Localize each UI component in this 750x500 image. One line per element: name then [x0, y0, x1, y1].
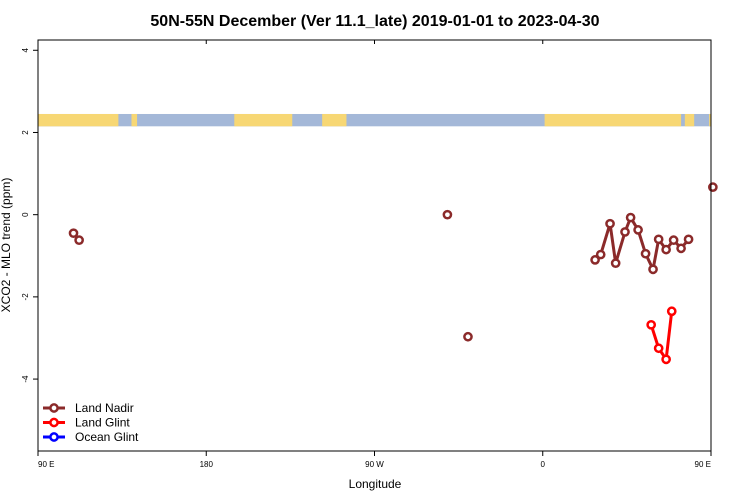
plot-frame [37, 39, 712, 452]
data-point [708, 182, 718, 192]
data-point [610, 258, 621, 269]
data-point [683, 234, 694, 245]
x-tick-label: 0 [541, 460, 546, 469]
map-strip [38, 113, 711, 127]
legend-label: Land Glint [75, 416, 130, 430]
series-line [649, 311, 674, 361]
y-axis: -4 -2 0 2 4 [21, 48, 38, 383]
data-point [463, 331, 473, 342]
data-point [666, 306, 677, 317]
x-tick-label: 90 E [695, 460, 711, 469]
x-axis-label: Longitude [349, 477, 402, 491]
legend-label: Ocean Glint [75, 430, 139, 444]
data-point [595, 249, 606, 260]
data-point [648, 264, 658, 275]
land-band [38, 113, 119, 127]
data-point [68, 228, 79, 239]
data-point [640, 248, 651, 259]
x-axis: 90 E 180 90 W 0 90 E [37, 40, 712, 469]
land-band [684, 113, 695, 127]
land-band [234, 113, 293, 127]
land-band [544, 113, 682, 127]
y-tick-label: -4 [21, 375, 30, 383]
legend-swatch-marker [49, 403, 59, 413]
data-point [646, 319, 657, 330]
series-layer [68, 182, 718, 365]
data-point [620, 227, 630, 237]
data-point [74, 235, 84, 246]
chart-title: 50N-55N December (Ver 11.1_late) 2019-01… [150, 13, 599, 30]
legend-swatch-marker [49, 417, 59, 428]
legend-swatch-marker [49, 432, 59, 442]
data-point [676, 243, 686, 254]
data-point [668, 235, 679, 246]
x-tick-label: 90 E [38, 460, 54, 469]
x-tick-label: 180 [200, 460, 214, 469]
land-band [322, 113, 347, 127]
data-point [605, 218, 615, 229]
y-tick-label: 0 [21, 212, 30, 217]
legend-label: Land Nadir [75, 401, 134, 415]
land-band [131, 113, 138, 127]
data-point [633, 225, 643, 235]
data-point [653, 343, 664, 354]
y-tick-label: -2 [21, 293, 30, 301]
x-tick-label: 90 W [365, 460, 384, 469]
y-tick-label: 2 [21, 130, 30, 135]
data-point [661, 244, 671, 255]
data-point [442, 209, 453, 220]
land-band [709, 113, 711, 127]
y-axis-label: XCO2 - MLO trend (ppm) [0, 178, 13, 313]
ocean-band [38, 113, 711, 127]
y-tick-label: 4 [21, 48, 30, 53]
data-point [661, 354, 671, 365]
data-point [653, 234, 664, 245]
data-point [625, 212, 636, 223]
data-point [590, 255, 600, 265]
